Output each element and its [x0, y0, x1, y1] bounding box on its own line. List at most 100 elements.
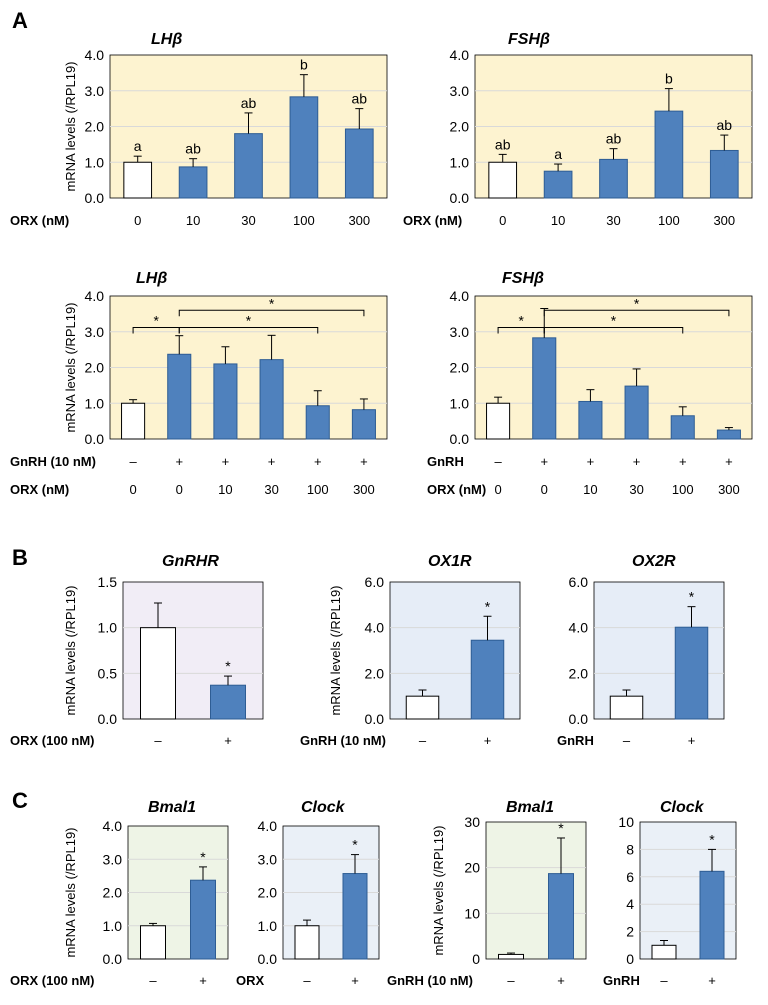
b2-y-tick-label: 4.0 — [365, 620, 385, 636]
c3-y-axis-label: mRNA levels (/RPL19) — [431, 825, 446, 955]
a2-bar — [709, 149, 739, 199]
c1-bar — [190, 879, 216, 960]
panel-letter-a: A — [12, 8, 28, 33]
b2-y-axis-label: mRNA levels (/RPL19) — [328, 585, 343, 715]
a4-condition-value: + — [679, 454, 687, 469]
a4-y-tick-label: 0.0 — [450, 431, 470, 447]
c2-bar — [342, 873, 368, 960]
a4-significance-bracket — [543, 309, 730, 317]
c3-condition-value: – — [507, 973, 515, 988]
b2-condition-label: GnRH (10 nM) — [300, 733, 386, 748]
a2-significance-label: ab — [495, 136, 511, 152]
c2-condition-value: – — [303, 973, 311, 988]
a3-bracket-label: * — [246, 312, 252, 328]
a3-condition-value: 0 — [176, 482, 183, 497]
a3-condition-value: + — [222, 454, 230, 469]
b2-condition-value: – — [419, 733, 427, 748]
a1-bar — [344, 128, 374, 199]
a3-condition-value: – — [129, 454, 137, 469]
a4-bracket-label: * — [634, 295, 640, 311]
a3-condition-label: ORX (nM) — [10, 482, 69, 497]
a1-y-tick-label: 2.0 — [85, 119, 105, 135]
a3-condition-value: 10 — [218, 482, 232, 497]
panel-letter-c: C — [12, 788, 28, 813]
b1-significance-label: * — [225, 658, 231, 674]
a1-bar — [123, 161, 153, 199]
a2-bar — [654, 110, 684, 199]
b1-y-tick-label: 1.0 — [98, 620, 118, 636]
a1-condition-value: 10 — [186, 213, 200, 228]
b2-bar — [470, 639, 505, 720]
a2-significance-label: b — [665, 71, 673, 87]
a1-chart-title: LHβ — [151, 31, 182, 48]
c1-y-tick-label: 2.0 — [103, 885, 123, 901]
a4-condition-value: 30 — [629, 482, 643, 497]
a4-condition-value: + — [587, 454, 595, 469]
panel-letter-b: B — [12, 545, 28, 570]
b3-condition-value: – — [623, 733, 631, 748]
c3-y-tick-label: 30 — [464, 814, 480, 830]
a1-y-tick-label: 4.0 — [85, 47, 105, 63]
a4-condition-value: 100 — [672, 482, 694, 497]
c4-y-tick-label: 4 — [626, 896, 634, 912]
a4-bar — [486, 402, 511, 440]
a4-y-tick-label: 2.0 — [450, 360, 470, 376]
a2-bar — [599, 158, 628, 199]
a3-chart-title: LHβ — [136, 270, 167, 287]
a1-y-axis-label: mRNA levels (/RPL19) — [63, 61, 78, 191]
a3-bar — [351, 409, 376, 440]
b3-chart-title: OX2R — [632, 553, 676, 570]
a2-condition-value: 10 — [551, 213, 565, 228]
a1-significance-label: ab — [241, 95, 257, 111]
a1-bar — [178, 166, 208, 199]
a2-condition-value: 300 — [713, 213, 735, 228]
b1-condition-value: – — [154, 733, 162, 748]
b2-y-tick-label: 6.0 — [365, 574, 385, 590]
a3-condition-value: 0 — [129, 482, 136, 497]
c3-condition-value: + — [557, 973, 565, 988]
b3-y-tick-label: 0.0 — [569, 711, 589, 727]
b1-bar — [140, 627, 176, 720]
a1-bar — [234, 133, 263, 199]
a3-bracket-label: * — [269, 295, 275, 311]
c1-bar — [140, 925, 166, 960]
a4-y-tick-label: 4.0 — [450, 288, 470, 304]
c4-y-tick-label: 10 — [618, 814, 634, 830]
a2-chart-title: FSHβ — [508, 31, 550, 48]
a4-bar — [578, 400, 603, 440]
a1-significance-label: a — [134, 138, 142, 154]
a2-bar — [488, 161, 518, 199]
c3-condition-label: GnRH (10 nM) — [387, 973, 473, 988]
a3-condition-value: 300 — [353, 482, 375, 497]
a1-condition-value: 100 — [293, 213, 315, 228]
a2-significance-label: ab — [606, 131, 622, 147]
a4-chart-title: FSHβ — [502, 270, 544, 287]
a4-y-tick-label: 3.0 — [450, 324, 470, 340]
a1-condition-value: 300 — [348, 213, 370, 228]
b2-y-tick-label: 0.0 — [365, 711, 385, 727]
a3-significance-bracket — [178, 309, 365, 317]
a4-bracket-label: * — [611, 312, 617, 328]
c3-y-tick-label: 0 — [472, 951, 480, 967]
c1-y-tick-label: 4.0 — [103, 818, 123, 834]
a3-bar — [167, 353, 192, 440]
a2-y-tick-label: 0.0 — [450, 190, 470, 206]
c4-condition-value: + — [708, 973, 716, 988]
a3-bar — [213, 363, 238, 440]
a1-y-tick-label: 3.0 — [85, 83, 105, 99]
c4-y-tick-label: 0 — [626, 951, 634, 967]
c4-bar — [699, 870, 725, 960]
c2-chart-title: Clock — [301, 799, 346, 816]
b1-bar — [210, 684, 246, 720]
a4-condition-value: 300 — [718, 482, 740, 497]
c2-y-tick-label: 2.0 — [258, 885, 278, 901]
a1-condition-label: ORX (nM) — [10, 213, 69, 228]
c4-y-tick-label: 8 — [626, 841, 634, 857]
a4-bar — [670, 415, 695, 440]
a2-significance-label: a — [554, 146, 562, 162]
c1-condition-value: – — [149, 973, 157, 988]
c2-y-tick-label: 4.0 — [258, 818, 278, 834]
a1-significance-label: ab — [352, 91, 368, 107]
c1-condition-label: ORX (100 nM) — [10, 973, 95, 988]
c4-condition-label: GnRH — [603, 973, 640, 988]
